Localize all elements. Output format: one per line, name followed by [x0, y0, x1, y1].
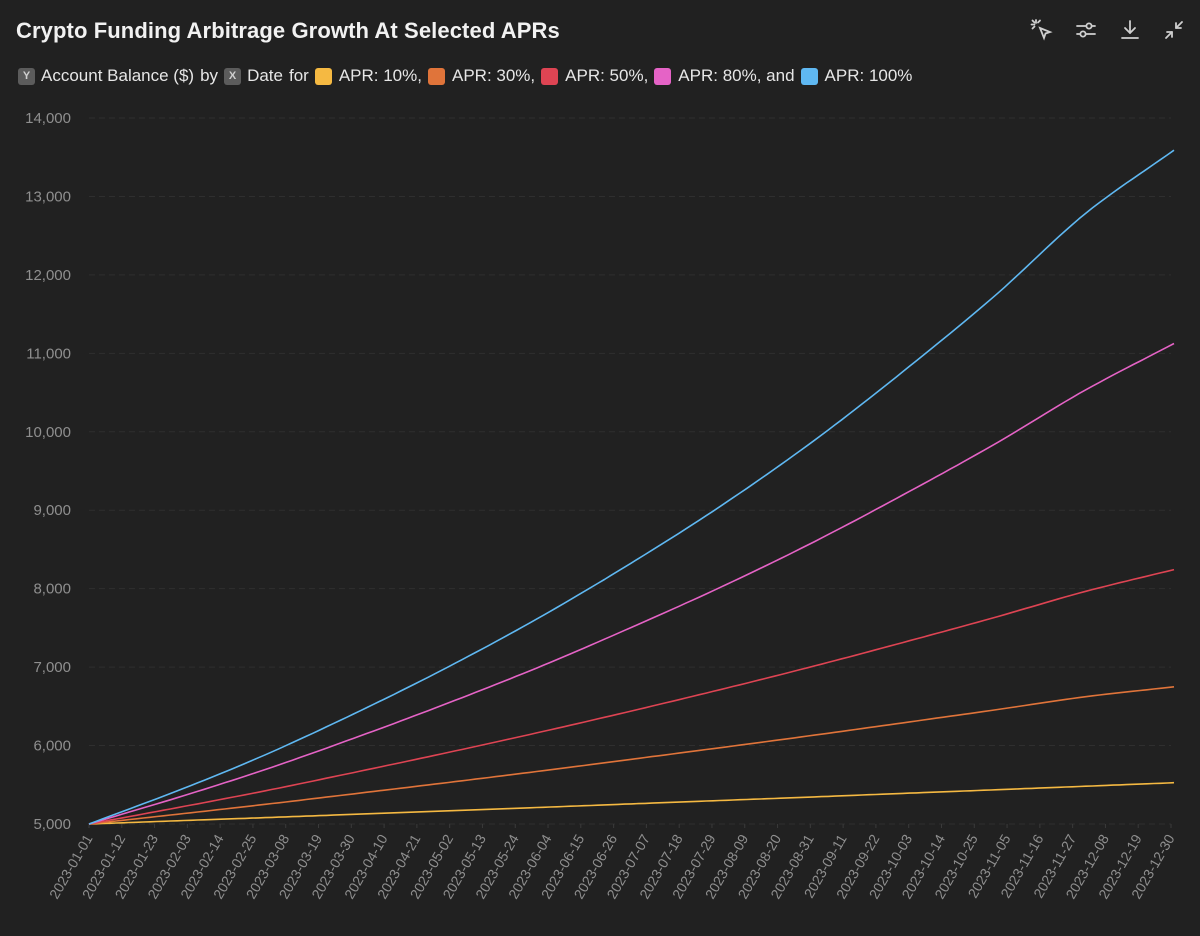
y-tick-label: 9,000 — [33, 502, 71, 519]
legend-swatch — [541, 67, 559, 85]
series-line — [88, 568, 1175, 825]
legend-label: APR: 80%, and — [678, 66, 795, 85]
x-axis-label: Date — [247, 66, 283, 85]
y-tick-label: 12,000 — [25, 267, 71, 284]
legend-swatch — [427, 67, 445, 85]
legend-item-apr-50[interactable]: APR: 50%, — [541, 66, 648, 86]
legend-swatch — [800, 67, 818, 85]
sliders-icon[interactable] — [1072, 16, 1100, 44]
legend-label: APR: 50%, — [565, 66, 649, 85]
legend-swatch — [314, 67, 332, 85]
series-line — [88, 781, 1175, 825]
by-text: by — [200, 66, 219, 85]
y-tick-label: 13,000 — [25, 188, 71, 205]
legend-item-apr-10[interactable]: APR: 10%, — [314, 66, 422, 86]
legend-label: APR: 10%, — [338, 66, 422, 85]
for-text: for — [288, 66, 309, 85]
download-icon[interactable] — [1116, 16, 1144, 44]
series-line — [88, 342, 1175, 825]
legend-item-apr-100[interactable]: APR: 100% — [800, 66, 913, 86]
legend-label: APR: 30%, — [451, 66, 536, 85]
chart-toolbar — [1028, 16, 1188, 44]
collapse-icon[interactable] — [1160, 16, 1188, 44]
legend-label: APR: 100% — [824, 66, 913, 85]
page-title: Crypto Funding Arbitrage Growth At Selec… — [16, 18, 560, 43]
legend-swatch — [654, 67, 672, 85]
y-tick-label: 10,000 — [25, 424, 71, 441]
y-tick-label: 5,000 — [33, 816, 71, 833]
y-axis-chip: Y — [18, 67, 35, 85]
y-tick-label: 8,000 — [33, 581, 71, 598]
y-tick-label: 11,000 — [26, 345, 71, 362]
y-tick-label: 6,000 — [33, 738, 71, 755]
series-line — [88, 686, 1175, 825]
legend-item-apr-30[interactable]: APR: 30%, — [427, 66, 536, 86]
y-tick-label: 7,000 — [33, 659, 71, 676]
series-line — [88, 149, 1175, 825]
y-tick-label: 14,000 — [25, 110, 71, 127]
x-axis-chip: X — [224, 67, 242, 85]
y-axis-label: Account Balance ($) — [41, 66, 195, 85]
legend-item-apr-80[interactable]: APR: 80%, and — [654, 66, 795, 86]
select-cursor-icon[interactable] — [1028, 16, 1056, 44]
legend: Y Account Balance ($) by X Date for APR:… — [18, 64, 918, 88]
